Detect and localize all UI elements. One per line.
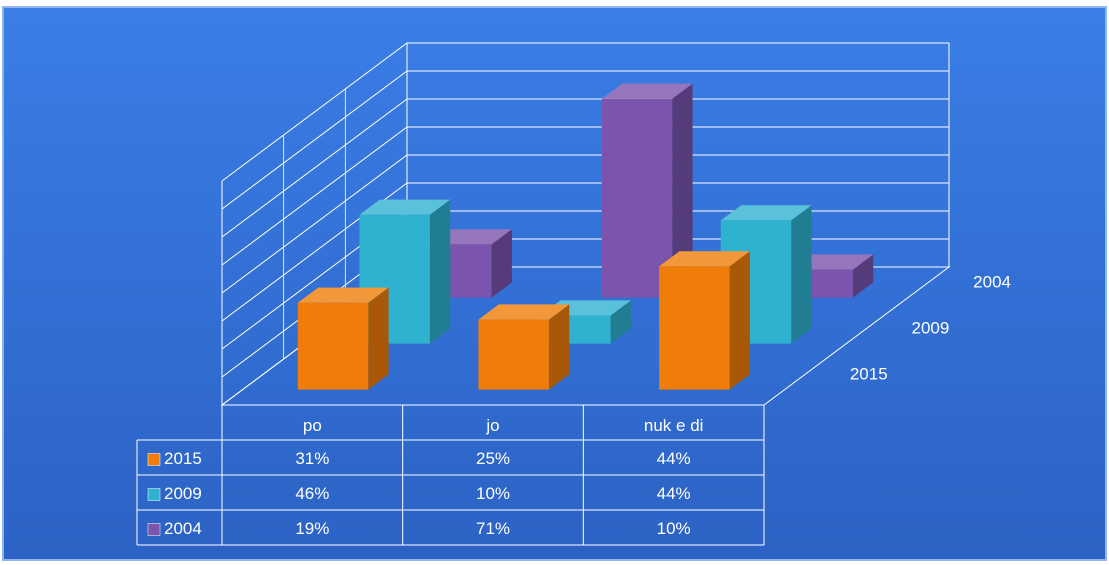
table-header: jo (485, 416, 499, 435)
grid-line (221, 182, 949, 322)
bar-side (610, 300, 631, 344)
bar-side (852, 254, 874, 298)
bar-top (601, 83, 693, 99)
bar-side (429, 199, 451, 344)
table-cell: 46% (295, 484, 329, 503)
bar (478, 304, 570, 390)
bar-top (720, 205, 812, 221)
table-cell: 31% (295, 449, 329, 468)
bar (601, 83, 693, 298)
bar-side (672, 83, 693, 298)
table-cell: 44% (657, 484, 691, 503)
table-cell: 44% (657, 449, 691, 468)
bar-top (478, 304, 570, 320)
table-cell: 10% (657, 519, 691, 538)
bar (659, 251, 750, 390)
bar-side (491, 229, 512, 298)
grid-line (221, 42, 949, 182)
bar (297, 287, 389, 390)
legend-label: 2015 (164, 449, 202, 468)
legend-key (147, 453, 161, 466)
bar-front (297, 302, 369, 390)
table-cell: 19% (295, 519, 329, 538)
bar-top (359, 199, 451, 215)
grid-line (221, 126, 949, 266)
legend-key (147, 488, 161, 501)
legend-key (147, 523, 161, 536)
legend-label: 2004 (164, 519, 202, 538)
depth-label: 2015 (850, 364, 888, 383)
grid-line (221, 154, 949, 294)
depth-label: 2004 (973, 272, 1011, 291)
bar-top (659, 251, 750, 267)
grid-line (221, 98, 949, 238)
table-cell: 25% (476, 449, 510, 468)
bar-side (548, 304, 570, 390)
bar-side (729, 251, 750, 390)
bar-front (601, 98, 673, 298)
bar-front (659, 266, 730, 390)
grid-line (221, 70, 949, 210)
chart-background (2, 6, 1107, 561)
bar-top (297, 287, 389, 303)
table-header: nuk e di (644, 416, 704, 435)
depth-label: 2009 (912, 318, 950, 337)
bar-side (791, 205, 812, 344)
table-cell: 10% (476, 484, 510, 503)
bar-front (478, 319, 549, 390)
table-header: po (303, 416, 322, 435)
table-cell: 71% (476, 519, 510, 538)
bar-side (368, 287, 389, 390)
legend-label: 2009 (164, 484, 202, 503)
